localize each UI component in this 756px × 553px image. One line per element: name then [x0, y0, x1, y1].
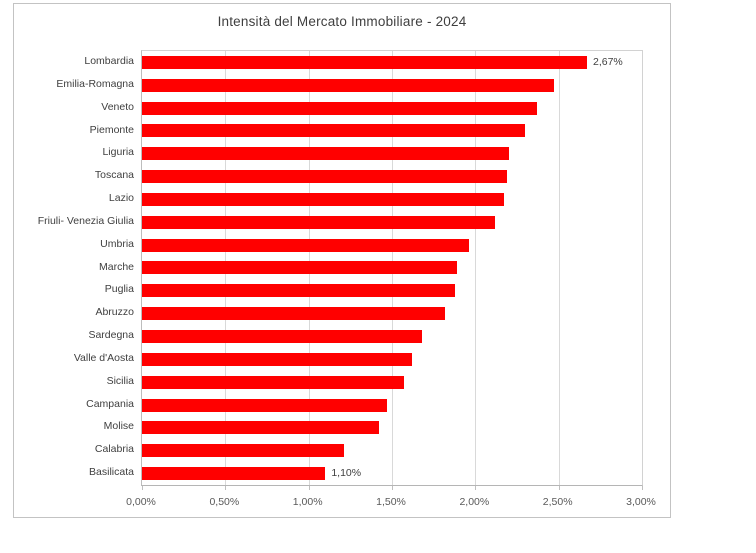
- bar-row: [142, 348, 642, 371]
- bar-umbria[interactable]: [142, 238, 469, 252]
- bar-lombardia[interactable]: [142, 55, 587, 69]
- bar-valle-d-aosta[interactable]: [142, 352, 412, 366]
- x-tick-label: 2,50%: [542, 496, 573, 508]
- bar-row: [142, 234, 642, 257]
- bar-lazio[interactable]: [142, 192, 504, 206]
- axis-tick-mark: [225, 486, 227, 490]
- category-label: Friuli- Venezia Giulia: [37, 214, 134, 227]
- bar-piemonte[interactable]: [142, 124, 526, 138]
- bar-row: [142, 97, 642, 120]
- bar-row: [142, 257, 642, 280]
- bar-row: [142, 416, 642, 439]
- bar-row: [142, 302, 642, 325]
- bar-molise[interactable]: [142, 421, 379, 435]
- category-label: Liguria: [102, 146, 134, 159]
- axis-tick-mark: [392, 486, 393, 490]
- bar-friuli-venezia-giulia[interactable]: [142, 215, 496, 229]
- axis-tick-mark: [558, 486, 560, 490]
- gridline: [475, 51, 477, 485]
- category-label: Abruzzo: [95, 306, 134, 319]
- axis-tick-mark: [642, 486, 643, 490]
- bar-basilicata[interactable]: [142, 467, 326, 481]
- axis-tick-mark: [475, 486, 477, 490]
- x-axis-labels: 0,00% 0,50% 1,00% 1,50% 2,00% 2,50% 3,00%: [126, 496, 656, 512]
- bar-row: [142, 371, 642, 394]
- bar-sicilia[interactable]: [142, 375, 404, 389]
- x-tick-label: 1,00%: [292, 496, 323, 508]
- bar-abruzzo[interactable]: [142, 307, 446, 321]
- category-label: Umbria: [100, 237, 134, 250]
- category-label: Molise: [103, 420, 134, 433]
- category-label: Piemonte: [89, 123, 134, 136]
- bar-toscana[interactable]: [142, 170, 507, 184]
- bar-row: [142, 165, 642, 188]
- x-tick-label: 0,50%: [209, 496, 240, 508]
- bar-calabria[interactable]: [142, 444, 344, 458]
- bar-row: [142, 325, 642, 348]
- category-label: Sardegna: [88, 329, 134, 342]
- category-label: Lazio: [108, 192, 134, 205]
- bar-campania[interactable]: [142, 398, 387, 412]
- bar-row: 1,10%: [142, 462, 642, 485]
- chart-title: Intensità del Mercato Immobiliare - 2024: [217, 14, 467, 29]
- bar-row: [142, 120, 642, 143]
- bar-row: [142, 394, 642, 417]
- plot-area: 2,67% 1,10%: [141, 50, 643, 490]
- category-label: Lombardia: [84, 55, 134, 67]
- bar-row: [142, 439, 642, 462]
- bar-row: [142, 142, 642, 165]
- bar-liguria[interactable]: [142, 147, 509, 161]
- category-label: Puglia: [104, 283, 134, 296]
- category-label: Basilicata: [89, 466, 134, 479]
- x-tick-label: 1,50%: [376, 496, 406, 508]
- category-label: Toscana: [94, 169, 134, 182]
- category-axis: Lombardia Emilia-Romagna Veneto Piemonte Lig…: [14, 50, 134, 484]
- axis-tick-mark: [308, 486, 310, 490]
- category-label: Sicilia: [106, 374, 134, 387]
- bar-value-label: 1,10%: [331, 467, 362, 480]
- x-tick-label: 3,00%: [626, 496, 656, 508]
- chart-frame: Intensità del Mercato Immobiliare - 2024…: [13, 3, 671, 518]
- category-label: Emilia-Romagna: [56, 77, 134, 90]
- category-label: Campania: [86, 397, 134, 410]
- bar-row: [142, 74, 642, 97]
- axis-tick-mark: [142, 486, 143, 490]
- bar-row: [142, 279, 642, 302]
- bar-sardegna[interactable]: [142, 330, 422, 343]
- category-label: Veneto: [101, 100, 134, 113]
- bar-row: [142, 188, 642, 211]
- category-label: Marche: [98, 260, 134, 273]
- gridline: [558, 51, 560, 485]
- bar-value-label: 2,67%: [593, 55, 623, 68]
- bar-emilia-romagna[interactable]: [142, 78, 554, 92]
- bar-row: 2,67%: [142, 51, 642, 74]
- x-tick-label: 0,00%: [126, 496, 156, 508]
- bar-puglia[interactable]: [142, 284, 456, 298]
- bar-marche[interactable]: [142, 261, 457, 275]
- x-tick-label: 2,00%: [459, 496, 490, 508]
- bar-row: [142, 211, 642, 234]
- category-label: Calabria: [94, 443, 134, 456]
- bar-veneto[interactable]: [142, 101, 537, 115]
- category-label: Valle d'Aosta: [73, 351, 134, 364]
